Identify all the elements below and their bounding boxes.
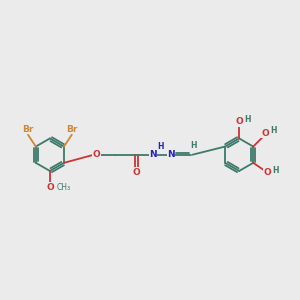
Text: O: O [261,129,269,138]
Text: O: O [235,117,243,126]
Text: Br: Br [66,125,77,134]
Text: O: O [133,168,140,177]
Text: O: O [93,150,101,159]
Text: CH₃: CH₃ [57,183,71,192]
Text: O: O [46,183,54,192]
Text: H: H [272,166,279,175]
Text: H: H [190,141,197,150]
Text: H: H [244,115,251,124]
Text: O: O [263,168,271,177]
Text: N: N [167,150,175,159]
Text: H: H [270,126,277,135]
Text: H: H [157,142,164,151]
Text: N: N [149,150,157,159]
Text: Br: Br [22,125,34,134]
